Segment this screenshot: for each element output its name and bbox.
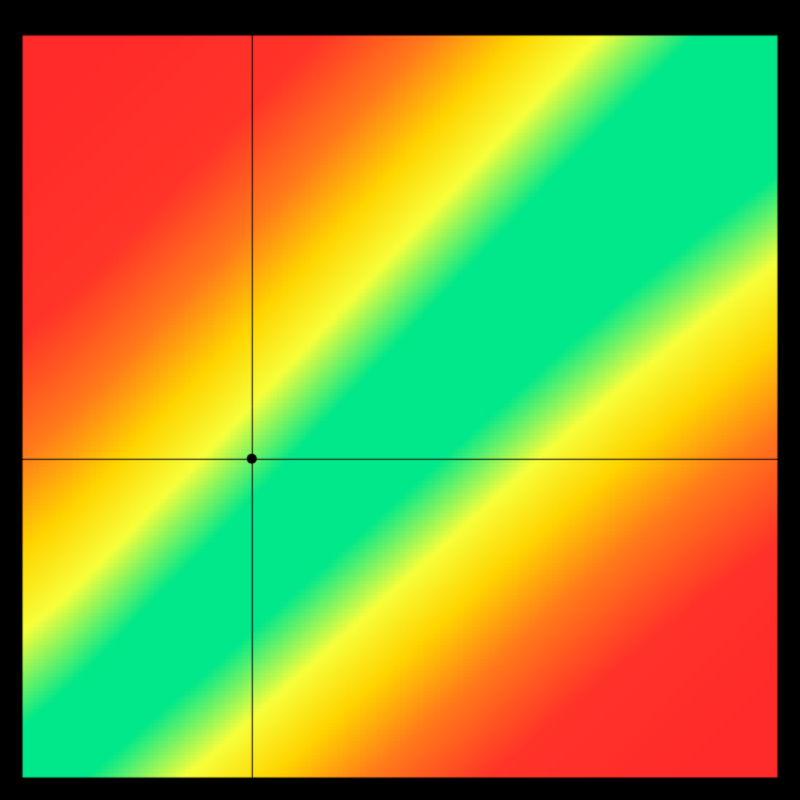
heatmap-canvas: [0, 0, 800, 800]
bottleneck-heatmap: [0, 0, 800, 800]
